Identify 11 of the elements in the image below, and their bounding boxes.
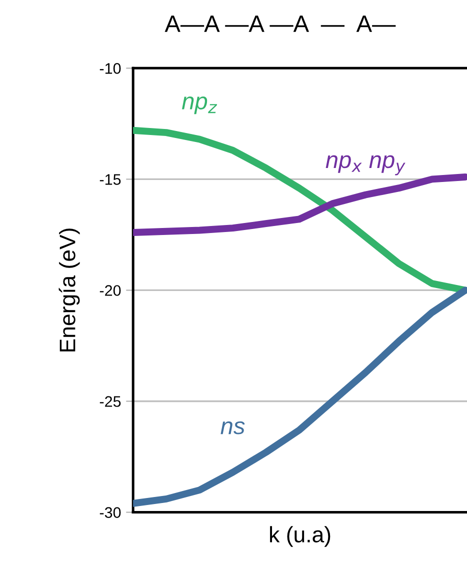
chart-title: A—A —A —A — A—	[164, 16, 396, 32]
y-tick-label: -25	[100, 396, 121, 407]
series-label: np$_{x}$ np$_{y}$	[326, 155, 406, 176]
y-axis-title: Energía (eV)	[58, 228, 80, 352]
y-tick-label: -10	[100, 63, 121, 74]
y-tick-label: -15	[100, 174, 121, 185]
x-axis-title: k (u.a)	[270, 526, 330, 547]
series-label: ns	[220, 421, 245, 434]
series-label: np$_{z}$	[182, 96, 218, 114]
y-tick-label: -20	[100, 285, 121, 296]
y-tick-label: -30	[100, 507, 121, 518]
